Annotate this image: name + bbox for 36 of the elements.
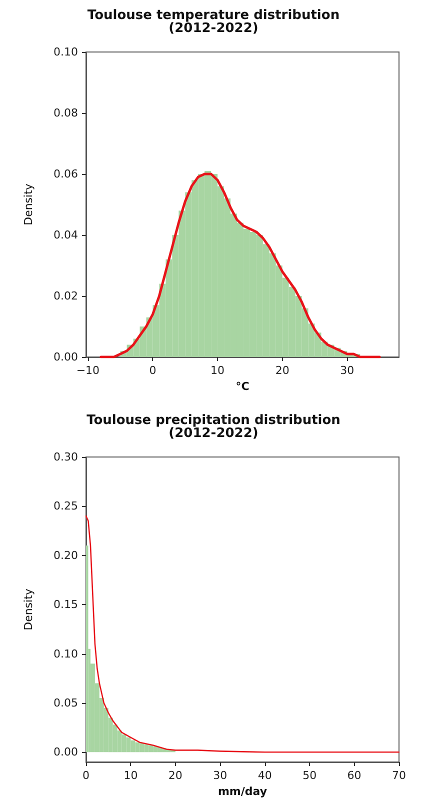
x-tick-label: 20 — [168, 769, 182, 782]
y-tick-label: 0.10 — [54, 647, 78, 660]
line-series — [100, 172, 381, 358]
y-tick-label: 0.00 — [54, 350, 78, 364]
y-tick-label: 0.04 — [54, 228, 78, 242]
x-tick-label: 40 — [258, 769, 272, 782]
y-tick-label: 0.05 — [54, 696, 78, 710]
y-tick-label: 0.06 — [54, 168, 78, 180]
x-axis-title: °C — [236, 380, 250, 393]
y-tick-label: 0.30 — [54, 450, 78, 464]
x-tick-label: 0 — [149, 364, 156, 377]
y-tick-label: 0.00 — [54, 746, 78, 759]
x-tick-label: 60 — [347, 769, 362, 782]
x-axis-title: mm/day — [218, 784, 268, 798]
y-tick-label: 0.20 — [54, 548, 78, 562]
chart-title: Toulouse precipitation distribution — [86, 413, 340, 428]
x-tick-label: 10 — [210, 364, 225, 377]
y-tick-label: 0.10 — [54, 46, 78, 58]
x-tick-label: 30 — [213, 769, 228, 782]
chart-subtitle: (2012-2022) — [168, 426, 258, 441]
y-axis-title: Density — [22, 588, 35, 630]
chart-subtitle: (2012-2022) — [168, 21, 258, 36]
y-tick-label: 0.15 — [54, 598, 78, 612]
y-tick-label: 0.25 — [54, 500, 78, 513]
x-tick-label: 30 — [340, 364, 354, 377]
x-tick-label: 0 — [82, 769, 90, 782]
x-tick-label: 50 — [302, 769, 317, 782]
y-tick-label: 0.02 — [54, 290, 78, 302]
x-tick-label: 70 — [392, 769, 406, 782]
line-series — [85, 515, 400, 753]
x-tick-label: 10 — [124, 769, 138, 782]
y-axis-title: Density — [22, 183, 35, 226]
x-tick-label: 20 — [275, 364, 290, 377]
chart-title: Toulouse temperature distribution — [87, 8, 340, 23]
y-tick-label: 0.08 — [54, 106, 78, 120]
x-tick-label: −10 — [76, 364, 100, 377]
